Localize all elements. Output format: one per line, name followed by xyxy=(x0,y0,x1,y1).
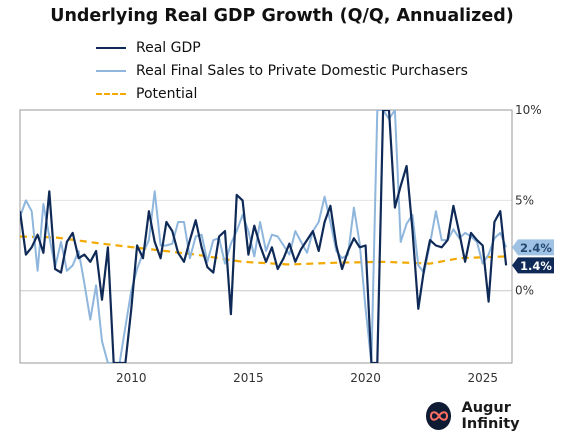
legend-swatch-final-sales xyxy=(96,69,126,72)
legend-label-final-sales: Real Final Sales to Private Domestic Pur… xyxy=(136,62,468,79)
end-label-real-gdp-bg xyxy=(512,257,554,274)
legend-entry-potential: Potential xyxy=(96,82,468,105)
series-line-real-gdp xyxy=(20,110,508,363)
x-tick-label-0: 2010 xyxy=(116,371,147,385)
infinity-logo-icon xyxy=(426,402,452,430)
x-tick-label-3: 2025 xyxy=(467,371,498,385)
end-label-real-gdp: 1.4% xyxy=(520,259,552,273)
legend-swatch-potential xyxy=(96,92,126,95)
chart-title: Underlying Real GDP Growth (Q/Q, Annuali… xyxy=(50,6,514,26)
brand-name: Augur Infinity xyxy=(461,400,520,432)
brand: Augur Infinity xyxy=(426,400,564,432)
legend-swatch-gdp xyxy=(96,46,126,49)
y-tick-label-2: 0% xyxy=(515,284,534,298)
legend-entry-gdp: Real GDP xyxy=(96,36,468,59)
x-tick-label-2: 2020 xyxy=(350,371,381,385)
y-tick-label-1: 5% xyxy=(515,193,534,207)
plot-frame xyxy=(19,109,513,364)
series-line-potential xyxy=(20,235,507,266)
series-line-final-sales xyxy=(20,110,508,363)
end-label-final-sales: 2.4% xyxy=(520,241,552,255)
end-label-final-sales-bg xyxy=(512,239,554,256)
legend-entry-final-sales: Real Final Sales to Private Domestic Pur… xyxy=(96,59,468,82)
legend-label-potential: Potential xyxy=(136,85,198,102)
chart-legend: Real GDP Real Final Sales to Private Dom… xyxy=(96,36,468,105)
y-tick-label-0: 10% xyxy=(515,103,542,117)
x-tick-label-1: 2015 xyxy=(233,371,264,385)
legend-label-gdp: Real GDP xyxy=(136,39,201,56)
